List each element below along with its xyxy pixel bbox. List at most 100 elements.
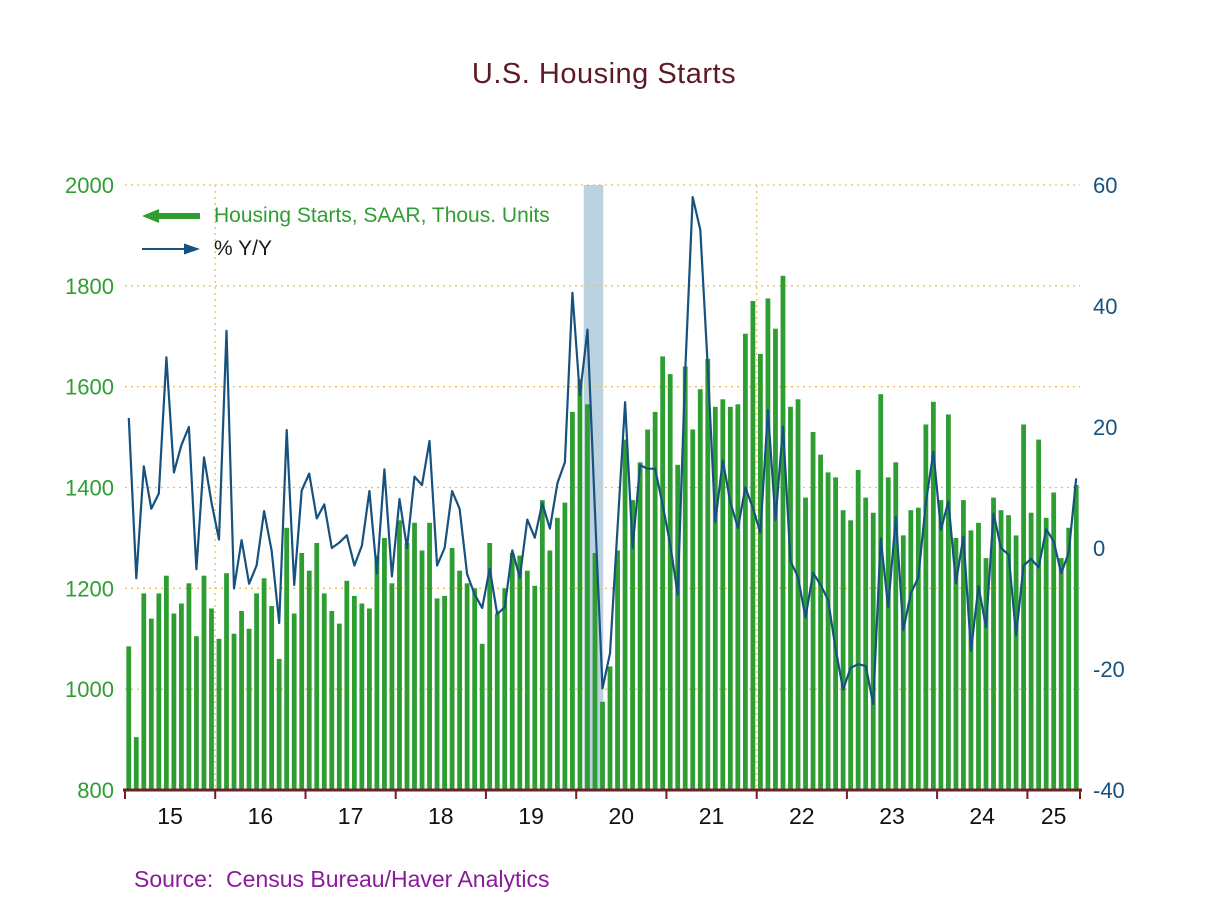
housing-starts-bar [1036, 439, 1042, 790]
housing-starts-bar [750, 301, 756, 790]
housing-starts-bar [231, 633, 237, 790]
housing-starts-bar [517, 555, 523, 790]
housing-starts-bar [494, 613, 500, 790]
housing-starts-bar [976, 522, 981, 790]
housing-starts-bar [133, 737, 139, 790]
left-axis-tick-label: 1400 [65, 476, 114, 501]
housing-starts-bar [487, 543, 493, 790]
housing-starts-bar [1006, 515, 1011, 790]
x-tick-label: 22 [789, 803, 815, 829]
legend-line-label: % Y/Y [214, 237, 272, 260]
housing-starts-bar [449, 548, 455, 790]
housing-starts-bar [961, 500, 966, 790]
housing-starts-bar [141, 593, 147, 790]
housing-starts-bar [148, 618, 154, 790]
housing-starts-bar [224, 573, 229, 790]
housing-starts-bar [216, 638, 222, 791]
page-title: U.S. Housing Starts [471, 58, 737, 90]
left-axis-tick-label: 800 [77, 778, 114, 803]
housing-starts-bar [532, 585, 538, 790]
housing-starts-bar [479, 643, 485, 790]
legend-item-bars: Housing Starts, SAAR, Thous. Units [142, 204, 550, 228]
right-axis-tick-label: 40 [1093, 294, 1117, 319]
housing-starts-bar [329, 611, 335, 790]
housing-starts-bar [818, 454, 823, 790]
housing-starts-bar [742, 333, 748, 790]
housing-starts-bar [878, 394, 884, 790]
housing-starts-bar [321, 593, 327, 790]
right-arrow-icon [142, 243, 200, 255]
housing-starts-bar [585, 404, 590, 790]
housing-starts-bar [186, 583, 192, 790]
housing-starts-bar [938, 500, 944, 790]
legend-bars-label: Housing Starts, SAAR, Thous. Units [214, 204, 550, 227]
housing-starts-bar [562, 502, 568, 790]
housing-starts-bar [705, 358, 711, 790]
housing-starts-bar [344, 580, 350, 790]
housing-starts-bar [915, 507, 921, 790]
x-tick-label: 25 [1041, 803, 1067, 829]
housing-starts-bar [502, 588, 508, 790]
housing-starts-bar [592, 553, 598, 790]
housing-starts-bar [261, 578, 267, 791]
housing-starts-bar [953, 537, 959, 790]
left-arrow-icon [142, 209, 200, 223]
housing-starts-bar [201, 575, 207, 790]
housing-starts-bar [991, 497, 996, 790]
housing-starts-bar [1066, 527, 1072, 790]
housing-starts-bar [299, 553, 305, 790]
housing-starts-bar [397, 520, 402, 790]
housing-starts-bar [547, 550, 553, 790]
housing-starts-bar [795, 399, 801, 790]
housing-starts-bar [1058, 558, 1064, 790]
housing-starts-bar [374, 555, 380, 790]
housing-starts-bar [600, 701, 605, 790]
housing-starts-bar [735, 404, 741, 790]
housing-starts-bar [284, 527, 290, 790]
housing-starts-bar [336, 623, 342, 790]
housing-starts-bar [1051, 492, 1057, 790]
housing-starts-bar [269, 606, 275, 790]
housing-starts-bar [855, 469, 861, 790]
housing-starts-bar [930, 401, 936, 790]
housing-starts-bar [908, 510, 914, 790]
left-axis-tick-label: 1000 [65, 677, 114, 702]
right-axis-tick-label: -40 [1093, 778, 1125, 803]
housing-starts-bar [291, 613, 297, 790]
housing-starts-bar [660, 356, 666, 790]
left-axis-tick-label: 1800 [65, 274, 114, 299]
housing-starts-bar [780, 275, 786, 791]
x-tick-label: 15 [157, 803, 183, 829]
housing-starts-bar [630, 500, 635, 790]
housing-starts-bar [697, 389, 703, 790]
housing-starts-bar [1028, 512, 1034, 790]
housing-starts-bar [457, 570, 463, 790]
housing-starts-bar [810, 432, 816, 790]
left-axis-tick-label: 1200 [65, 576, 114, 601]
housing-starts-bar [577, 379, 583, 790]
housing-starts-bar [788, 406, 793, 790]
legend-item-line: % Y/Y [142, 237, 550, 261]
housing-starts-bar [1021, 424, 1026, 790]
housing-starts-bar [359, 603, 365, 790]
x-tick-label: 18 [428, 803, 454, 829]
housing-starts-bar [727, 406, 733, 790]
housing-starts-bar [968, 530, 974, 790]
housing-starts-bar [637, 462, 643, 790]
housing-starts-bar [419, 550, 425, 790]
x-tick-label: 20 [609, 803, 635, 829]
housing-starts-bar [246, 628, 252, 790]
housing-starts-bar [276, 658, 282, 790]
right-axis-tick-label: 60 [1093, 173, 1117, 198]
housing-starts-bar [998, 510, 1004, 790]
right-axis-tick-label: -20 [1093, 657, 1125, 682]
housing-starts-bar [464, 583, 470, 790]
housing-starts-bar [825, 472, 831, 790]
left-axis-tick-label: 2000 [65, 173, 114, 198]
source-note: Source: Census Bureau/Haver Analytics [134, 866, 550, 892]
housing-starts-bar [720, 399, 726, 790]
housing-starts-bar [615, 550, 620, 790]
housing-starts-bar [885, 477, 891, 790]
yoy-line [127, 196, 1078, 706]
housing-starts-bar [524, 570, 530, 790]
